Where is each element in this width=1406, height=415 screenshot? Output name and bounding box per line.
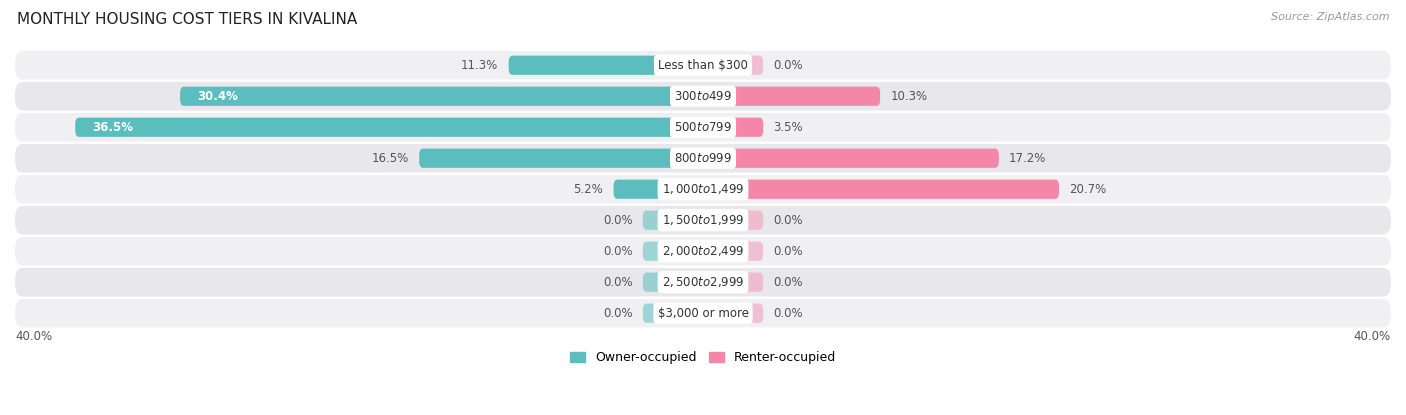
Legend: Owner-occupied, Renter-occupied: Owner-occupied, Renter-occupied xyxy=(565,346,841,369)
FancyBboxPatch shape xyxy=(703,210,763,230)
FancyBboxPatch shape xyxy=(703,117,763,137)
Text: $2,500 to $2,999: $2,500 to $2,999 xyxy=(662,275,744,289)
Text: 17.2%: 17.2% xyxy=(1010,152,1046,165)
FancyBboxPatch shape xyxy=(703,303,763,323)
FancyBboxPatch shape xyxy=(75,117,703,137)
FancyBboxPatch shape xyxy=(643,242,703,261)
Text: MONTHLY HOUSING COST TIERS IN KIVALINA: MONTHLY HOUSING COST TIERS IN KIVALINA xyxy=(17,12,357,27)
Text: $3,000 or more: $3,000 or more xyxy=(658,307,748,320)
Text: 5.2%: 5.2% xyxy=(574,183,603,196)
Text: 0.0%: 0.0% xyxy=(603,276,633,289)
FancyBboxPatch shape xyxy=(703,149,998,168)
FancyBboxPatch shape xyxy=(180,87,703,106)
Text: Source: ZipAtlas.com: Source: ZipAtlas.com xyxy=(1271,12,1389,22)
Text: 36.5%: 36.5% xyxy=(93,121,134,134)
Text: 16.5%: 16.5% xyxy=(371,152,409,165)
FancyBboxPatch shape xyxy=(15,299,1391,327)
FancyBboxPatch shape xyxy=(15,144,1391,173)
Text: 0.0%: 0.0% xyxy=(603,307,633,320)
Text: $2,000 to $2,499: $2,000 to $2,499 xyxy=(662,244,744,258)
Text: $800 to $999: $800 to $999 xyxy=(673,152,733,165)
FancyBboxPatch shape xyxy=(419,149,703,168)
Text: 30.4%: 30.4% xyxy=(197,90,238,103)
Text: 0.0%: 0.0% xyxy=(773,59,803,72)
Text: 0.0%: 0.0% xyxy=(773,214,803,227)
FancyBboxPatch shape xyxy=(643,273,703,292)
Text: Less than $300: Less than $300 xyxy=(658,59,748,72)
Text: 11.3%: 11.3% xyxy=(461,59,498,72)
FancyBboxPatch shape xyxy=(703,242,763,261)
FancyBboxPatch shape xyxy=(703,56,763,75)
Text: $500 to $799: $500 to $799 xyxy=(673,121,733,134)
FancyBboxPatch shape xyxy=(15,175,1391,203)
FancyBboxPatch shape xyxy=(15,113,1391,142)
Text: 40.0%: 40.0% xyxy=(1354,330,1391,343)
Text: 0.0%: 0.0% xyxy=(603,245,633,258)
Text: 0.0%: 0.0% xyxy=(773,245,803,258)
FancyBboxPatch shape xyxy=(15,237,1391,266)
FancyBboxPatch shape xyxy=(703,273,763,292)
Text: 40.0%: 40.0% xyxy=(15,330,52,343)
Text: 0.0%: 0.0% xyxy=(773,276,803,289)
Text: 3.5%: 3.5% xyxy=(773,121,803,134)
Text: 0.0%: 0.0% xyxy=(773,307,803,320)
FancyBboxPatch shape xyxy=(703,87,880,106)
Text: $1,500 to $1,999: $1,500 to $1,999 xyxy=(662,213,744,227)
FancyBboxPatch shape xyxy=(15,82,1391,110)
FancyBboxPatch shape xyxy=(15,268,1391,296)
FancyBboxPatch shape xyxy=(509,56,703,75)
FancyBboxPatch shape xyxy=(613,180,703,199)
FancyBboxPatch shape xyxy=(15,51,1391,80)
Text: 20.7%: 20.7% xyxy=(1070,183,1107,196)
Text: 0.0%: 0.0% xyxy=(603,214,633,227)
FancyBboxPatch shape xyxy=(15,206,1391,234)
Text: 10.3%: 10.3% xyxy=(890,90,928,103)
FancyBboxPatch shape xyxy=(643,303,703,323)
Text: $300 to $499: $300 to $499 xyxy=(673,90,733,103)
FancyBboxPatch shape xyxy=(643,210,703,230)
FancyBboxPatch shape xyxy=(703,180,1059,199)
Text: $1,000 to $1,499: $1,000 to $1,499 xyxy=(662,182,744,196)
